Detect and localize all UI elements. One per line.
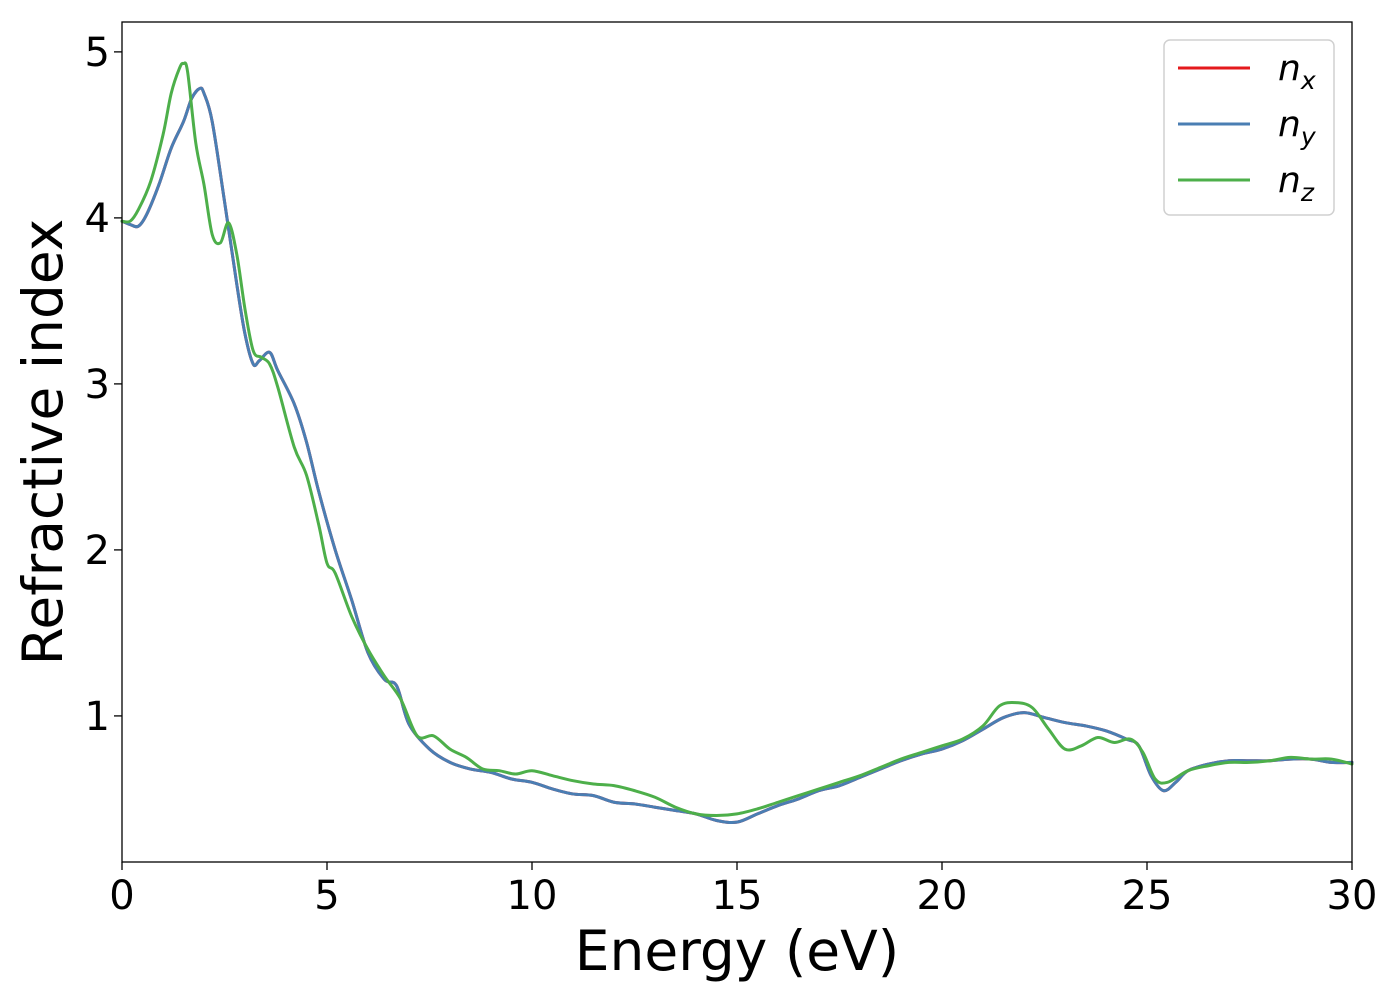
y-axis-title: Refractive index xyxy=(11,219,75,666)
y-tick-label: 1 xyxy=(85,694,110,740)
x-tick-label: 15 xyxy=(712,873,763,919)
x-tick-label: 5 xyxy=(314,873,339,919)
y-tick-label: 5 xyxy=(85,30,110,76)
legend-label-ny: ny xyxy=(1278,104,1317,151)
x-tick-label: 0 xyxy=(109,873,134,919)
legend-label-nz: nz xyxy=(1278,160,1315,207)
x-axis-title: Energy (eV) xyxy=(575,919,899,983)
y-axis: 1 2 3 4 5 xyxy=(85,30,122,740)
legend-label-subscript: z xyxy=(1300,178,1315,207)
y-tick-label: 3 xyxy=(85,362,110,408)
x-tick-label: 25 xyxy=(1122,873,1173,919)
x-tick-label: 20 xyxy=(917,873,968,919)
x-tick-label: 30 xyxy=(1327,873,1378,919)
y-tick-label: 4 xyxy=(85,196,110,242)
legend-label-subscript: y xyxy=(1300,122,1317,151)
y-tick-label: 2 xyxy=(85,528,110,574)
legend-label-main: n xyxy=(1278,104,1301,145)
legend-box xyxy=(1163,39,1335,216)
x-tick-label: 10 xyxy=(507,873,558,919)
series-line-nz xyxy=(120,61,1354,818)
plot-lines xyxy=(120,61,1354,825)
legend-label-nx: nx xyxy=(1278,48,1316,95)
legend-label-subscript: x xyxy=(1300,66,1316,95)
legend-label-main: n xyxy=(1278,160,1301,201)
x-axis: 0 5 10 15 20 25 30 xyxy=(109,862,1377,919)
legend-label-main: n xyxy=(1278,48,1301,89)
